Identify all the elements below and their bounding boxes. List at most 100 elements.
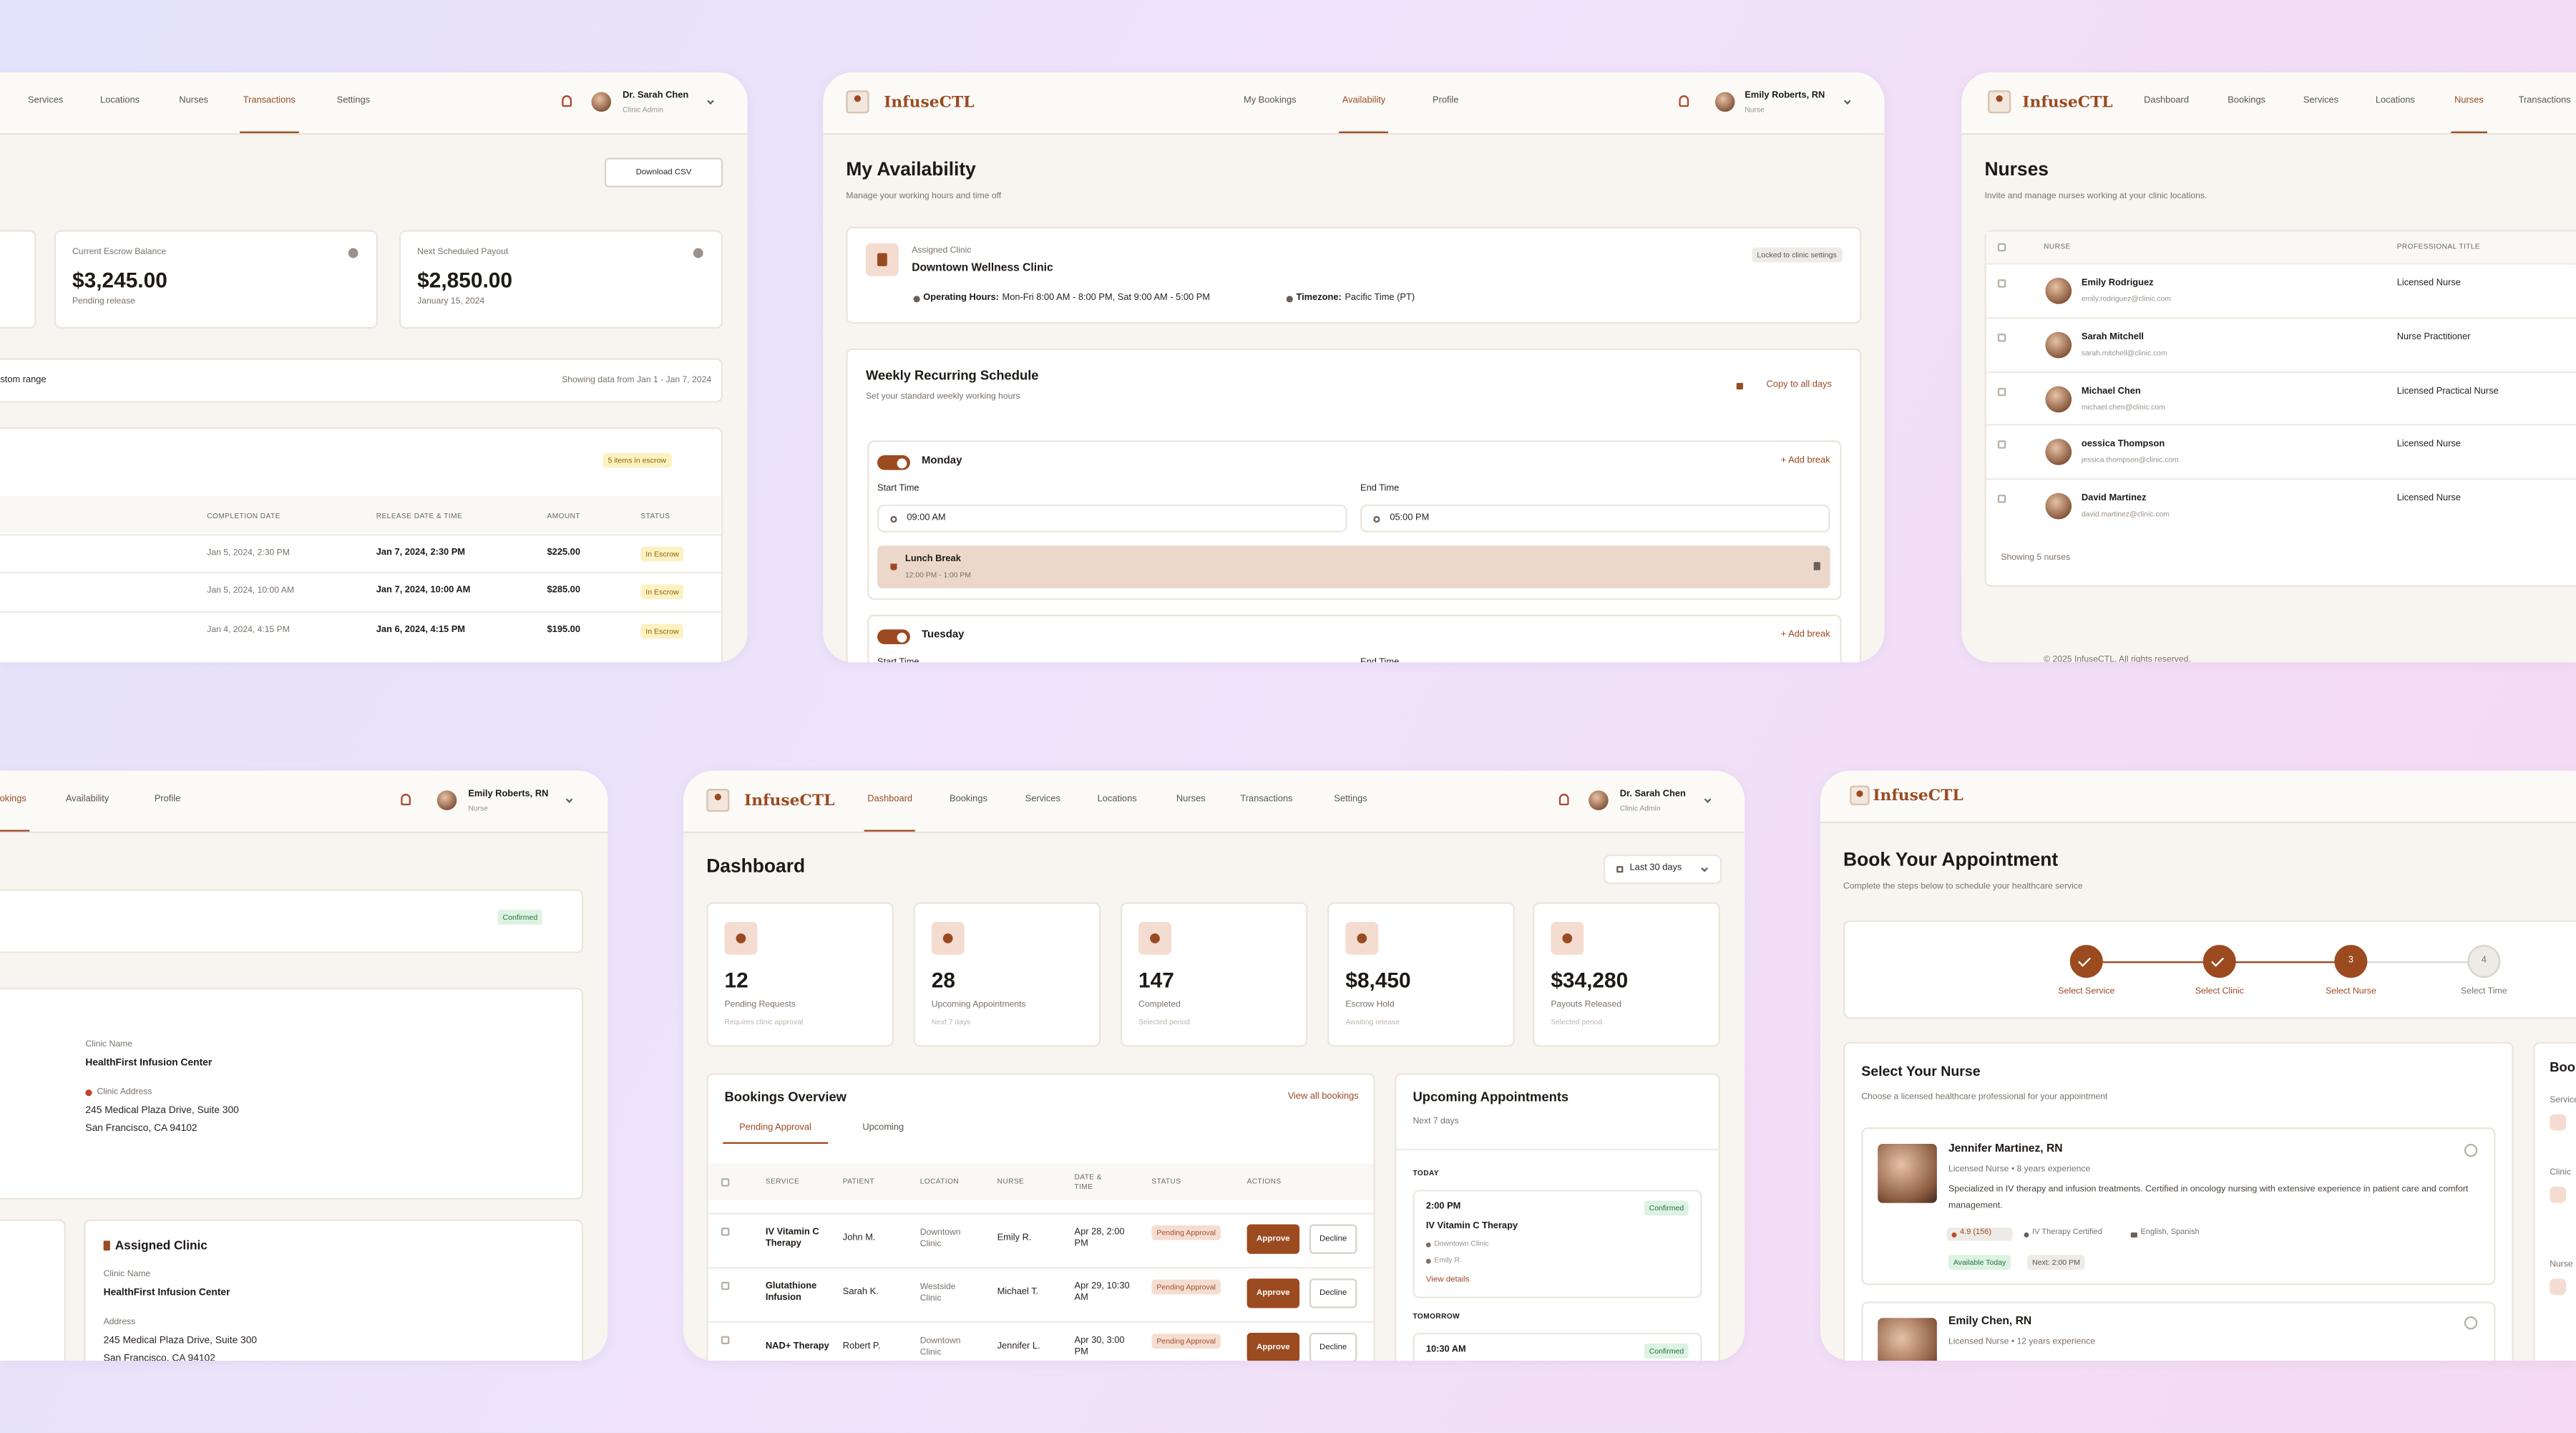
nurse-radio[interactable] [2464, 1143, 2478, 1157]
decline-button[interactable]: Decline [1309, 1224, 1357, 1254]
nurse-avatar [2045, 331, 2072, 359]
status-card [0, 889, 584, 953]
nurse-title: Licensed Nurse [2396, 493, 2461, 504]
row-checkbox[interactable] [721, 1228, 730, 1236]
nav-item[interactable]: Availability [65, 795, 109, 805]
row-checkbox[interactable] [721, 1281, 730, 1291]
decline-button[interactable]: Decline [1309, 1278, 1357, 1308]
view-details-link[interactable]: View details [1425, 1275, 1470, 1286]
bookings-title: Bookings Overview [724, 1089, 847, 1104]
group-label: TOMORROW [1413, 1311, 1460, 1321]
nav-item[interactable]: Services [2303, 96, 2339, 107]
add-break-button[interactable]: + Add break [1780, 456, 1830, 466]
nav-item[interactable]: Bookings [2228, 96, 2266, 107]
notification-bell[interactable] [1558, 793, 1569, 805]
approve-button[interactable]: Approve [1246, 1278, 1300, 1308]
row-checkbox[interactable] [721, 1336, 730, 1345]
column-header: SERVICE [765, 1177, 800, 1185]
download-csv-button[interactable]: Download CSV [604, 157, 723, 188]
view-all-link[interactable]: View all bookings [1287, 1092, 1359, 1102]
summary-field: Service [2550, 1095, 2576, 1106]
row-checkbox[interactable] [1997, 332, 2006, 341]
nurse-radio[interactable] [2464, 1316, 2478, 1330]
nav-item[interactable]: Services [1025, 795, 1060, 805]
active-underline [2451, 130, 2487, 133]
row-checkbox[interactable] [1997, 493, 2006, 502]
next-slot-badge: Next: 2:00 PM [2027, 1255, 2085, 1270]
date-range-button[interactable] [1603, 854, 1722, 885]
nav-item[interactable]: Transactions [243, 96, 296, 107]
partial-card [0, 1219, 66, 1361]
availability-screen: InfuseCTL My Bookings Availability Profile E… [823, 72, 1885, 663]
stat-value: 28 [931, 967, 955, 993]
nurses-table-card [1984, 230, 2576, 587]
nav-item[interactable]: Nurses [1176, 795, 1206, 805]
user-name: Emily Roberts, RN [1745, 90, 1825, 101]
status-badge: Confirmed [1644, 1344, 1689, 1359]
nurse-email: david.martinez@clinic.com [2081, 509, 2170, 518]
nav-item[interactable]: Profile [1433, 96, 1459, 107]
nav-item[interactable]: Transactions [1240, 795, 1293, 805]
row-checkbox[interactable] [1997, 278, 2006, 287]
approve-button[interactable]: Approve [1246, 1224, 1300, 1254]
notification-bell[interactable] [401, 793, 411, 805]
nav-item[interactable]: Locations [1097, 795, 1137, 805]
nurse-email: jessica.thompson@clinic.com [2081, 455, 2179, 463]
status-badge: Pending Approval [1151, 1334, 1221, 1349]
break-block [877, 545, 1830, 588]
row-checkbox[interactable] [1997, 439, 2006, 448]
select-all-checkbox[interactable] [721, 1177, 730, 1186]
clinic-name: Downtown Wellness Clinic [912, 262, 1053, 274]
stat-note: Requires clinic approval [724, 1017, 804, 1026]
nav-item[interactable]: My Bookings [1243, 96, 1297, 107]
nav-item[interactable]: Services [28, 96, 64, 107]
date-filter[interactable]: Custom range [0, 374, 47, 385]
row-divider [0, 534, 721, 535]
nav-item[interactable]: Transactions [2518, 96, 2571, 107]
clock-icon [890, 515, 897, 522]
delete-break-button[interactable] [1813, 562, 1820, 570]
decline-button[interactable]: Decline [1309, 1332, 1357, 1361]
page-subtitle: Invite and manage nurses working at your… [1984, 191, 2207, 202]
logo-pin [714, 793, 721, 801]
active-underline [0, 829, 30, 832]
tab[interactable]: Upcoming [862, 1123, 904, 1134]
nav-item[interactable]: Locations [2375, 96, 2415, 107]
hours-label: Operating Hours: [923, 293, 999, 303]
nurse-option[interactable] [1861, 1301, 2496, 1361]
nav-item[interactable]: Nurses [179, 96, 208, 107]
tab[interactable]: Pending Approval [739, 1123, 811, 1134]
book-appointment-screen: InfuseCTL Book Your Appointment Complete t… [1820, 770, 2576, 1361]
clinic-name-label: Clinic Name [103, 1270, 151, 1280]
select-all-checkbox[interactable] [1997, 242, 2006, 251]
status-badge: In Escrow [640, 623, 684, 638]
approve-button[interactable]: Approve [1246, 1332, 1300, 1361]
nav-item[interactable]: Dashboard [2144, 96, 2189, 107]
nav-item[interactable]: Settings [1334, 795, 1367, 805]
copy-to-all-button[interactable]: Copy to all days [1766, 380, 1832, 391]
nav-item[interactable]: Settings [336, 96, 371, 107]
end-input[interactable] [1360, 504, 1830, 533]
group-label: TODAY [1413, 1168, 1439, 1177]
nav-item[interactable]: Availability [1342, 96, 1386, 107]
end-label: End Time [1360, 659, 1399, 663]
nav-item[interactable]: Nurses [2454, 96, 2484, 107]
notification-bell[interactable] [562, 95, 572, 107]
step-label: Select Service [2058, 986, 2115, 997]
date-cell: Apr 30, 3:00 PM [1074, 1336, 1125, 1358]
nav-item[interactable]: Dashboard [867, 795, 913, 805]
step-circle [2202, 945, 2236, 978]
row-checkbox[interactable] [1997, 387, 2006, 396]
nav-item[interactable]: Bookings [0, 795, 26, 805]
column-header: NURSE [2044, 242, 2071, 251]
nav-item[interactable]: Bookings [950, 795, 987, 805]
patient-cell: Robert P. [842, 1341, 881, 1352]
nav-item[interactable]: Locations [100, 96, 140, 107]
add-break-button[interactable]: + Add break [1780, 630, 1830, 641]
row-divider [1986, 478, 2576, 480]
start-input[interactable] [877, 504, 1347, 533]
nurse-avatar [2045, 492, 2072, 520]
notification-bell[interactable] [1679, 95, 1689, 107]
nav-item[interactable]: Profile [154, 795, 181, 805]
